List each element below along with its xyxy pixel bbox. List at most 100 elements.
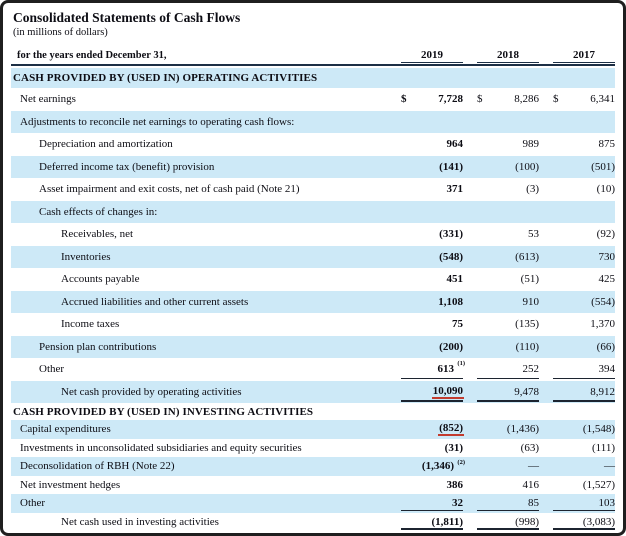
table-row: Accounts payable 451 (51) 425 xyxy=(11,268,615,291)
value-cell-2019: (31) xyxy=(401,439,463,458)
row-label: Investments in unconsolidated subsidiari… xyxy=(20,441,302,454)
value-cell-2018: (1,436) xyxy=(477,420,539,439)
table-row: Investments in unconsolidated subsidiari… xyxy=(11,439,615,458)
value-cell-2019: 32 xyxy=(401,494,463,513)
value-cell-2017: 8,912 xyxy=(553,381,615,404)
footnote-ref: (2) xyxy=(457,459,465,466)
document-title: Consolidated Statements of Cash Flows xyxy=(13,10,241,25)
value-cell-2018 xyxy=(477,111,539,134)
cell-value: 730 xyxy=(598,250,616,263)
total-rule xyxy=(477,509,539,511)
table-row: Cash effects of changes in: xyxy=(11,200,615,224)
cell-value: 53 xyxy=(528,228,539,241)
value-cell-2017: (1,548) xyxy=(553,420,615,439)
value-cell-2017: (3,083) xyxy=(553,513,615,532)
value-cell-2019: $7,728 xyxy=(401,88,463,111)
row-label: Adjustments to reconcile net earnings to… xyxy=(20,115,295,128)
value-cell-2017: (10) xyxy=(553,178,615,201)
value-cell-2018: (135) xyxy=(477,313,539,336)
value-cell-2018: (3) xyxy=(477,178,539,201)
value-cell-2019: 613 (1) xyxy=(401,358,465,381)
cell-value: (554) xyxy=(591,295,615,308)
row-label: Net investment hedges xyxy=(20,478,121,491)
table-row: Net investment hedges 386 416 (1,527) xyxy=(11,476,615,495)
table-row: Deconsolidation of RBH (Note 22) (1,346)(… xyxy=(11,457,615,476)
value-cell-2019 xyxy=(401,111,463,134)
row-label: Depreciation and amortization xyxy=(39,138,173,151)
row-label: Deconsolidation of RBH (Note 22) xyxy=(20,460,175,473)
value-cell-2019 xyxy=(401,201,463,224)
value-cell-2017: 103 xyxy=(553,494,615,513)
value-cell-2017: (554) xyxy=(553,291,615,314)
value-cell-2019: 964 xyxy=(401,133,464,156)
value-cell-2018: 85 xyxy=(477,494,539,513)
value-cell-2017: (111) xyxy=(553,439,615,458)
table-row: Net cash provided by operating activitie… xyxy=(11,380,615,404)
row-label: Receivables, net xyxy=(61,228,134,241)
year-column-2018: 2018 xyxy=(477,49,539,63)
value-cell-2018: (613) xyxy=(477,246,539,269)
total-rule xyxy=(477,377,539,379)
table-row: Depreciation and amortization 964 989 875 xyxy=(11,133,615,156)
value-cell-2018: 416 xyxy=(477,476,540,495)
cell-value: (3) xyxy=(526,183,539,196)
cell-value: 8,912 xyxy=(590,385,615,398)
statement-table: CASH PROVIDED BY (USED IN) OPERATING ACT… xyxy=(11,68,615,531)
cell-value: (51) xyxy=(520,273,539,286)
value-cell-2017: (66) xyxy=(553,336,615,359)
value-cell-2019: (548) xyxy=(401,246,463,269)
table-row: Other 32 85 103 xyxy=(11,494,615,513)
cell-value: (100) xyxy=(515,160,539,173)
cell-value: (331) xyxy=(439,228,463,241)
value-cell-2018: 910 xyxy=(477,291,540,314)
table-row: Inventories (548) (613) 730 xyxy=(11,245,616,269)
row-label: Asset impairment and exit costs, net of … xyxy=(39,183,300,196)
cell-value: 9,478 xyxy=(514,385,539,398)
value-cell-2018: 53 xyxy=(477,223,539,246)
cell-value: 394 xyxy=(598,363,616,376)
row-label: Net cash provided by operating activitie… xyxy=(61,385,242,398)
value-cell-2019: (1,811) xyxy=(401,513,463,532)
cell-value: (1,436) xyxy=(506,423,539,436)
row-label: Accrued liabilities and other current as… xyxy=(61,295,249,308)
value-cell-2019: 75 xyxy=(401,313,463,336)
value-cell-2017: (92) xyxy=(553,223,615,246)
cell-value: 103 xyxy=(598,497,616,510)
cell-value: (3,083) xyxy=(582,515,615,528)
cell-value: — xyxy=(604,460,615,473)
value-cell-2018 xyxy=(477,201,539,224)
header-rule xyxy=(11,64,615,66)
dollar-sign: $ xyxy=(553,93,559,106)
cell-value: 8,286 xyxy=(514,93,539,106)
row-label: Net cash used in investing activities xyxy=(61,515,219,528)
value-cell-2017: (1,527) xyxy=(553,476,615,495)
total-rule xyxy=(553,509,615,511)
value-cell-2019: 1,108 xyxy=(401,291,463,314)
value-cell-2017 xyxy=(553,111,615,134)
value-cell-2018: (100) xyxy=(477,156,539,179)
section-operating: CASH PROVIDED BY (USED IN) OPERATING ACT… xyxy=(11,68,615,403)
table-row: Income taxes 75 (135) 1,370 xyxy=(11,313,615,336)
cell-value: 613 xyxy=(437,363,455,376)
cell-value: 386 xyxy=(446,478,464,491)
value-cell-2017: 730 xyxy=(553,246,616,269)
cell-value: (92) xyxy=(596,228,615,241)
table-row: Asset impairment and exit costs, net of … xyxy=(11,178,615,201)
value-cell-2019: (200) xyxy=(401,336,463,359)
value-cell-2018: (110) xyxy=(477,336,539,359)
value-cell-2017: — xyxy=(553,457,615,476)
value-cell-2017: 1,370 xyxy=(553,313,615,336)
table-row: Accrued liabilities and other current as… xyxy=(11,290,615,314)
row-label: Cash effects of changes in: xyxy=(39,205,158,218)
value-cell-2019: (331) xyxy=(401,223,463,246)
row-label: Inventories xyxy=(61,250,111,263)
table-row: Receivables, net (331) 53 (92) xyxy=(11,223,615,246)
cell-value: (110) xyxy=(515,340,539,353)
cell-value-red-underlined: 10,090 xyxy=(431,384,464,399)
row-label: Capital expenditures xyxy=(20,423,111,436)
row-label: Deferred income tax (benefit) provision xyxy=(39,160,215,173)
cell-value: (31) xyxy=(444,441,463,454)
row-label: Accounts payable xyxy=(61,273,140,286)
table-row: Capital expenditures (852) (1,436) (1,548) xyxy=(11,420,615,439)
